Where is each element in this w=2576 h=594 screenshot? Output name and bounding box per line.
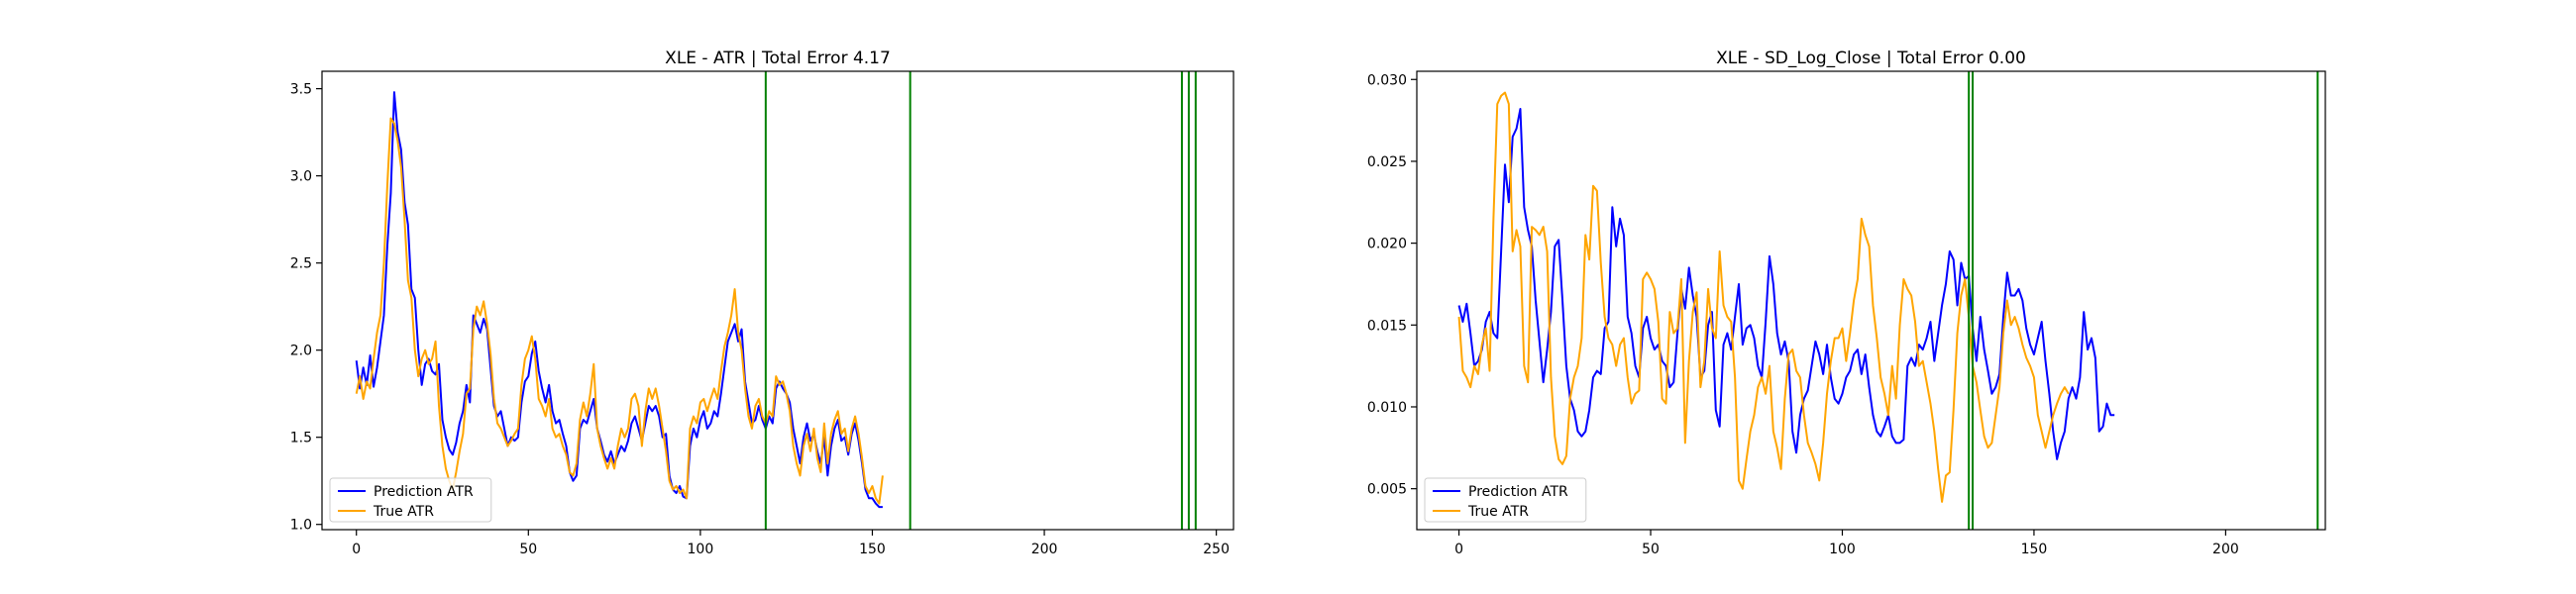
legend-label: Prediction ATR [1468, 484, 1568, 500]
axes-frame [321, 70, 1234, 531]
y-tick-label: 3.5 [290, 82, 312, 98]
x-tick-label: 0 [352, 542, 361, 557]
x-tick-label: 50 [519, 542, 537, 557]
chart-panel-1: 0 50 100 150 200 250 1.0 1.5 2.0 2.5 3.0 3.5 XLE - A… [290, 49, 1234, 557]
y-tick-label: 0.005 [1367, 482, 1407, 498]
series-line-true [355, 117, 884, 505]
series-line-prediction [1457, 108, 2115, 460]
series-line-true [1457, 91, 2070, 503]
x-tick-label: 150 [859, 542, 886, 557]
x-tick-label: 100 [688, 542, 714, 557]
x-tick-label: 200 [2212, 542, 2239, 557]
axes-frame [1416, 70, 2326, 531]
y-tick-label: 0.025 [1367, 154, 1407, 170]
legend-box [1424, 477, 1587, 523]
legend-label: True ATR [373, 504, 434, 520]
legend: Prediction ATR True ATR [329, 477, 492, 523]
chart-title: XLE - SD_Log_Close | Total Error 0.00 [1716, 49, 2026, 68]
legend: Prediction ATR True ATR [1424, 477, 1587, 523]
y-tick-label: 2.5 [290, 256, 312, 272]
chart-title: XLE - ATR | Total Error 4.17 [665, 49, 891, 68]
y-tick-label: 0.030 [1367, 72, 1407, 88]
y-tick-label: 2.0 [290, 344, 312, 359]
x-tick-label: 150 [2021, 542, 2048, 557]
y-tick-label: 1.5 [290, 431, 312, 446]
x-tick-label: 250 [1203, 542, 1230, 557]
x-tick-label: 100 [1829, 542, 1856, 557]
y-tick-label: 0.015 [1367, 318, 1407, 334]
chart-panel-2: 0 50 100 150 200 0.005 0.010 0.015 0.020 0.025 0.0… [1367, 49, 2326, 557]
series-line-prediction [355, 91, 883, 509]
legend-label: True ATR [1467, 504, 1529, 520]
y-tick-label: 0.020 [1367, 237, 1407, 252]
legend-label: Prediction ATR [374, 484, 474, 500]
y-tick-label: 3.0 [290, 169, 312, 185]
y-tick-label: 1.0 [290, 518, 312, 534]
y-tick-label: 0.010 [1367, 400, 1407, 416]
x-tick-label: 200 [1031, 542, 1058, 557]
x-tick-label: 0 [1454, 542, 1463, 557]
x-tick-label: 50 [1642, 542, 1660, 557]
legend-box [329, 477, 492, 523]
